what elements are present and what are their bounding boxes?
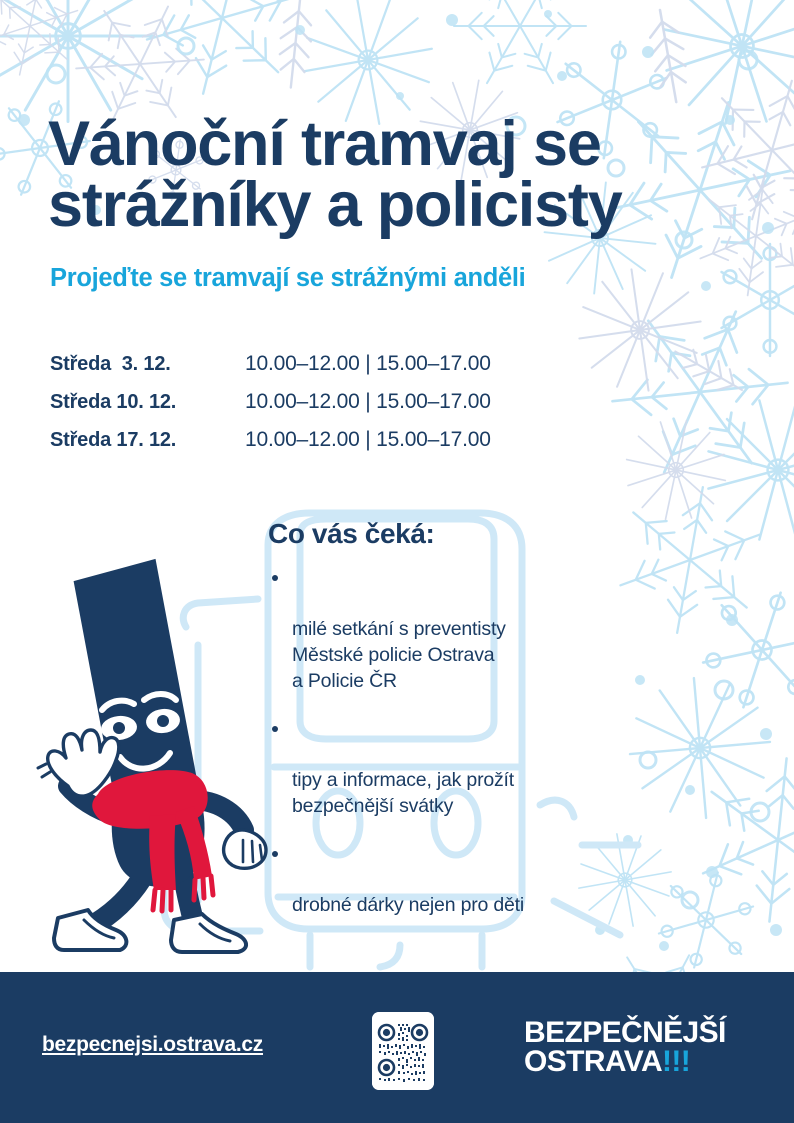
- expect-heading: Co vás čeká:: [268, 518, 435, 549]
- table-row: Středa 10. 12. 10.00–12.00 | 15.00–17.00: [50, 390, 610, 428]
- qr-code-icon[interactable]: [372, 1012, 434, 1090]
- bezpecnejsi-ostrava-logo: BEZPEČNĚJŠÍ OSTRAVA!!!: [524, 1016, 726, 1079]
- schedule-time: 10.00–12.00 | 15.00–17.00: [245, 428, 491, 451]
- expect-list: milé setkání s preventisty Městské polic…: [268, 566, 668, 919]
- list-item-text: milé setkání s preventisty Městské polic…: [292, 618, 506, 692]
- schedule-time: 10.00–12.00 | 15.00–17.00: [245, 352, 491, 375]
- list-item: drobné dárky nejen pro děti: [268, 842, 668, 919]
- page-title: Vánoční tramvaj se strážníky a policisty: [48, 113, 748, 241]
- expect-section: Co vás čeká: milé setkání s preventisty …: [268, 518, 668, 919]
- schedule-day: Středa 17. 12.: [50, 429, 177, 451]
- title-line-2: strážníky a policisty: [48, 170, 623, 241]
- logo-line-1: BEZPEČNĚJŠÍ: [524, 1016, 726, 1049]
- table-row: Středa 17. 12. 10.00–12.00 | 15.00–17.00: [50, 428, 610, 466]
- list-item-text: tipy a informace, jak prožít bezpečnější…: [292, 769, 514, 817]
- schedule-time: 10.00–12.00 | 15.00–17.00: [245, 390, 491, 413]
- website-url-link[interactable]: bezpecnejsi.ostrava.cz: [42, 1033, 264, 1056]
- page-subtitle: Projeďte se tramvají se strážnými anděli: [50, 264, 526, 292]
- table-row: Středa 3. 12. 10.00–12.00 | 15.00–17.00: [50, 352, 610, 390]
- list-item: milé setkání s preventisty Městské polic…: [268, 566, 668, 695]
- schedule-day: Středa 10. 12.: [50, 391, 177, 413]
- schedule-table: Středa 3. 12. 10.00–12.00 | 15.00–17.00 …: [50, 352, 610, 466]
- list-item: tipy a informace, jak prožít bezpečnější…: [268, 717, 668, 820]
- logo-line-2: OSTRAVA: [524, 1045, 663, 1079]
- schedule-day: Středa 3. 12.: [50, 353, 171, 375]
- logo-exclamation: !!!: [662, 1045, 691, 1079]
- tram-mascot-character-icon: [36, 558, 268, 954]
- title-line-1: Vánoční tramvaj se: [48, 109, 602, 180]
- list-item-text: drobné dárky nejen pro děti: [292, 894, 525, 917]
